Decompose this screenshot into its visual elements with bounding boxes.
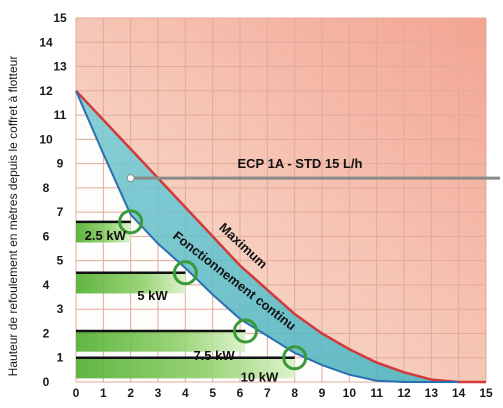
x-tick-label: 10 — [343, 386, 357, 400]
power-label: 2.5 kW — [85, 228, 127, 243]
y-tick-label: 15 — [53, 11, 67, 25]
operating-band — [76, 90, 486, 383]
operating-band-layer — [76, 90, 486, 383]
maximum-curve — [75, 89, 486, 384]
y-tick-label: 5 — [57, 254, 64, 268]
reference-point — [126, 174, 135, 183]
x-tick-label: 0 — [73, 386, 80, 400]
x-tick-label: 9 — [319, 386, 326, 400]
power-bar — [76, 221, 131, 243]
y-tick-label: 14 — [39, 35, 53, 49]
continuous-curve — [75, 90, 459, 383]
x-tick-label: 14 — [452, 386, 466, 400]
operating-point-marker — [118, 209, 144, 235]
y-tick-label: 7 — [57, 205, 64, 219]
x-tick-label: 6 — [237, 386, 244, 400]
x-tick-label: 1 — [100, 386, 107, 400]
y-tick-label: 11 — [54, 108, 67, 122]
reference-line-label: ECP 1A - STD 15 L/h — [238, 156, 363, 171]
power-label: 5 kW — [137, 288, 168, 303]
danger-zone — [76, 18, 486, 382]
y-tick-label: 1 — [57, 351, 64, 365]
power-bars-layer — [76, 220, 295, 379]
x-tick-label: 7 — [264, 386, 271, 400]
y-axis-label: Hauteur de refoulement en mètres depuis … — [6, 56, 20, 377]
x-tick-label: 4 — [182, 386, 189, 400]
x-tick-label: 2 — [127, 386, 134, 400]
y-tick-label: 9 — [57, 157, 64, 171]
power-label: 10 kW — [241, 370, 279, 385]
y-tick-label: 10 — [39, 132, 53, 146]
curves-layer — [75, 89, 500, 384]
operating-point-marker — [232, 318, 258, 344]
power-bar — [76, 272, 186, 294]
x-tick-label: 3 — [155, 386, 162, 400]
y-tick-label: 3 — [57, 302, 64, 316]
y-tick-label: 12 — [39, 84, 53, 98]
x-tick-label: 5 — [209, 386, 216, 400]
y-tick-label: 6 — [43, 229, 50, 243]
x-tick-label: 13 — [425, 386, 439, 400]
y-tick-label: 0 — [43, 375, 50, 389]
ticks-layer: 0 1 2 3 4 5 6 7 8 9 10 11 12 13 14 15012345678910111213… — [39, 11, 493, 400]
x-tick-label: 12 — [397, 386, 411, 400]
x-tick-label: 15 — [479, 386, 493, 400]
y-tick-label: 2 — [43, 326, 50, 340]
markers-layer — [118, 209, 308, 371]
y-tick-label: 8 — [43, 181, 50, 195]
x-tick-label: 11 — [370, 386, 383, 400]
danger-zone-layer — [76, 18, 486, 382]
power-bar — [76, 357, 295, 379]
power-label: 7.5 kW — [193, 348, 235, 363]
operating-point-marker — [282, 345, 308, 371]
y-tick-label: 13 — [53, 60, 67, 74]
operating-point-marker — [172, 260, 198, 286]
power-bar — [76, 331, 246, 352]
x-tick-label: 8 — [291, 386, 298, 400]
y-tick-label: 4 — [43, 278, 50, 292]
